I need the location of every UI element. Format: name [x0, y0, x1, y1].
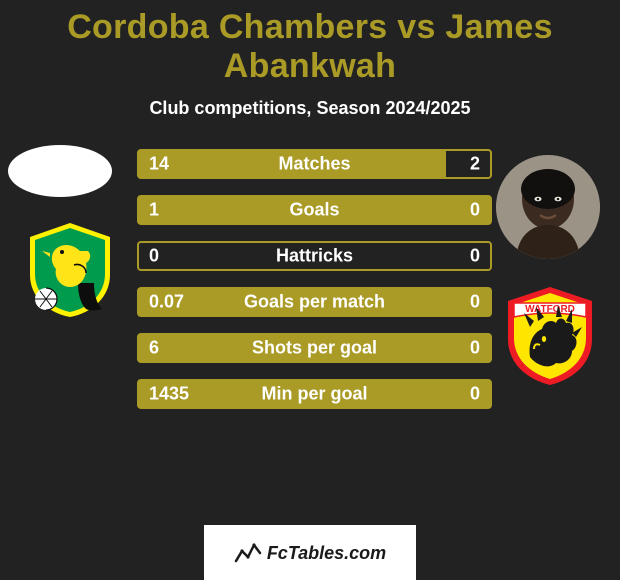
stat-bar: 0 Hattricks 0	[137, 241, 492, 271]
stat-bar: 0.07 Goals per match 0	[137, 287, 492, 317]
stat-bar: 6 Shots per goal 0	[137, 333, 492, 363]
comparison-title: Cordoba Chambers vs James Abankwah	[0, 0, 620, 86]
attribution-brand: FcTables.com	[267, 543, 386, 564]
vs-label: vs	[397, 8, 435, 46]
watford-crest-icon: WATFORD	[500, 285, 600, 385]
stat-left-value: 6	[149, 338, 159, 359]
stat-left-value: 0.07	[149, 292, 184, 313]
stat-label: Shots per goal	[252, 338, 377, 359]
norwich-crest-icon	[20, 219, 120, 319]
stat-right-value: 0	[470, 384, 480, 405]
stat-bar: 1 Goals 0	[137, 195, 492, 225]
player-right-headshot-icon	[496, 155, 600, 259]
subtitle: Club competitions, Season 2024/2025	[0, 98, 620, 119]
stat-label: Hattricks	[276, 246, 353, 267]
stat-left-value: 14	[149, 154, 169, 175]
team-left-crest	[20, 219, 120, 319]
watford-banner-text: WATFORD	[525, 304, 575, 315]
stat-label: Goals per match	[244, 292, 385, 313]
stat-right-value: 0	[470, 338, 480, 359]
stat-left-value: 0	[149, 246, 159, 267]
player-right-avatar	[496, 155, 600, 259]
stat-right-value: 0	[470, 200, 480, 221]
player-left-avatar	[8, 145, 112, 197]
stat-right-value: 0	[470, 292, 480, 313]
stat-bars: 14 Matches 2 1 Goals 0 0 Hattricks 0 0.07 Goals pe…	[137, 149, 492, 425]
stat-left-value: 1	[149, 200, 159, 221]
comparison-stage: WATFORD 14Matches21Goals00Hattricks00.07…	[0, 137, 620, 517]
stat-label: Matches	[278, 154, 350, 175]
player-left-name: Cordoba Chambers	[67, 8, 387, 46]
stat-left-value: 1435	[149, 384, 189, 405]
stat-bar: 14 Matches 2	[137, 149, 492, 179]
fctables-logo-icon	[234, 541, 262, 565]
team-right-crest: WATFORD	[500, 285, 600, 385]
stat-bar: 1435 Min per goal 0	[137, 379, 492, 409]
stat-label: Goals	[289, 200, 339, 221]
stat-right-value: 2	[470, 154, 480, 175]
stat-right-value: 0	[470, 246, 480, 267]
attribution: FcTables.com	[204, 525, 416, 580]
stat-label: Min per goal	[261, 384, 367, 405]
